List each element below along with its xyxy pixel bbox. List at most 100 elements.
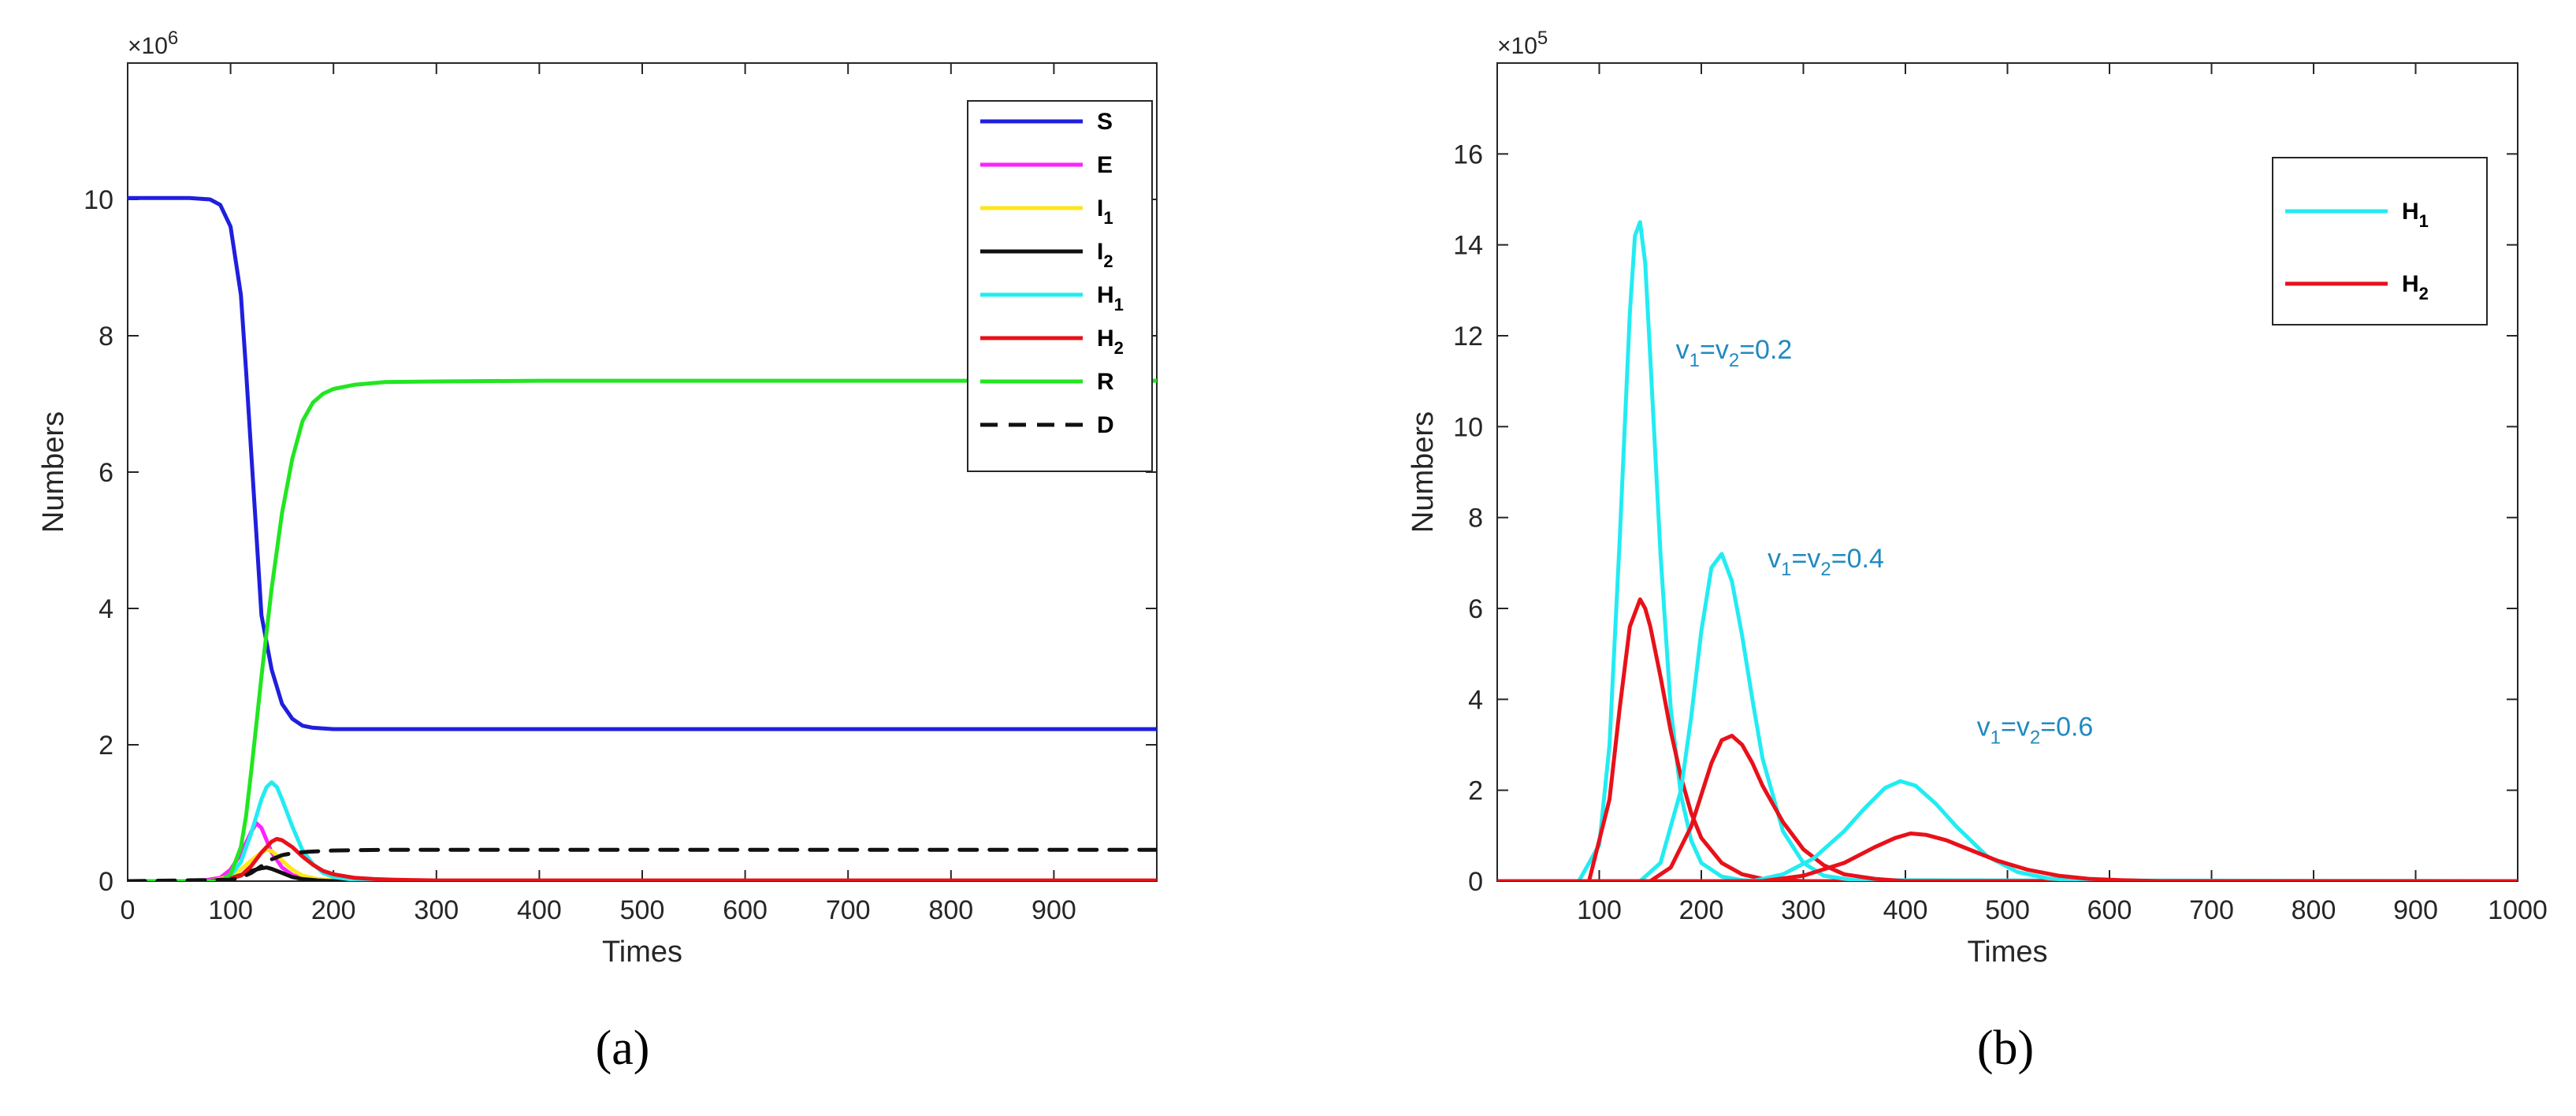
annotation-v2: =v (1792, 544, 1821, 574)
series-line-h1 (128, 780, 1157, 881)
series-line-h1-v1-v2-0-4 (1497, 552, 2518, 881)
annotation-label: v1=v2=0.6 (1977, 712, 2094, 748)
x-tick-label: 700 (826, 895, 871, 925)
y-tick-label: 6 (1468, 594, 1483, 624)
legend-label-h2: H2 (2402, 271, 2429, 303)
panel-label: (a) (596, 1021, 650, 1075)
x-tick-label: 700 (2189, 895, 2234, 925)
annotation-sub2: 2 (2030, 727, 2040, 748)
y-tick-label: 2 (99, 731, 113, 761)
annotation-value: =0.4 (1831, 544, 1884, 574)
legend-label-base: I (1097, 195, 1103, 221)
y-multiplier-exp: 5 (1537, 28, 1548, 49)
annotation-v2: =v (1700, 335, 1729, 365)
legend-label-sub: 1 (1103, 208, 1113, 228)
annotation-sub1: 1 (1991, 727, 2001, 748)
y-multiplier-base: ×10 (1497, 33, 1537, 59)
x-tick-label: 800 (2292, 895, 2336, 925)
series-line-h1-v1-v2-0-6 (1497, 779, 2518, 881)
legend-label-r: R (1097, 369, 1114, 395)
legend-label-sub: 1 (2419, 211, 2429, 231)
x-tick-label: 300 (414, 895, 459, 925)
y-tick-label: 0 (99, 867, 113, 897)
annotation-v2: =v (2001, 712, 2030, 742)
y-tick-label: 14 (1453, 231, 1483, 261)
y-axis-label: Numbers (1407, 411, 1440, 533)
panel-b: 100 200 300 400 500 600 700 800 900 1000024681012… (1407, 28, 2548, 1075)
legend-label-base: H (1097, 326, 1114, 352)
series-line-h2 (128, 836, 1157, 881)
legend-label-e: E (1097, 152, 1113, 178)
legend-label-base: R (1097, 369, 1114, 395)
x-tick-label: 500 (1985, 895, 2030, 925)
x-tick-label: 900 (1032, 895, 1076, 925)
legend-label-base: H (1097, 282, 1114, 308)
annotation-label: v1=v2=0.2 (1676, 335, 1793, 371)
annotation-v1: v (1768, 544, 1781, 574)
x-tick-label: 800 (928, 895, 973, 925)
legend-box (967, 100, 1153, 472)
annotation-sub2: 2 (1820, 559, 1831, 580)
y-multiplier-base: ×10 (128, 33, 168, 59)
y-tick-label: 16 (1453, 140, 1483, 169)
annotation-sub2: 2 (1729, 350, 1739, 371)
annotation-value: =0.6 (2040, 712, 2093, 742)
y-tick-label: 6 (99, 458, 113, 488)
legend-box (2272, 157, 2488, 326)
x-tick-label: 400 (1883, 895, 1928, 925)
x-tick-label: 500 (620, 895, 665, 925)
annotation-sub1: 1 (1781, 559, 1791, 580)
y-tick-label: 2 (1468, 776, 1483, 806)
series-line-r (128, 378, 1157, 881)
x-tick-label: 1000 (2488, 895, 2548, 925)
series-line-h2-v1-v2-0-4 (1497, 734, 2518, 881)
legend-label-base: E (1097, 152, 1113, 178)
legend-label-base: H (2402, 271, 2419, 297)
legend-label-h1: H1 (1097, 282, 1124, 314)
y-tick-label: 10 (1453, 412, 1483, 442)
legend-label-i2: I2 (1097, 239, 1113, 271)
y-multiplier: ×105 (1497, 28, 1548, 59)
x-axis-label: Times (1967, 936, 2047, 969)
annotation-v1: v (1676, 335, 1689, 365)
series-group (1497, 220, 2518, 881)
x-tick-label: 300 (1781, 895, 1826, 925)
x-tick-label: 100 (208, 895, 253, 925)
y-tick-label: 4 (99, 594, 113, 624)
legend-label-sub: 2 (1114, 338, 1124, 358)
y-tick-label: 12 (1453, 322, 1483, 352)
annotation-value: =0.2 (1739, 335, 1792, 365)
panel-a: 0 100 200 300 400 500 600 700 800 9000246810×106T… (37, 28, 1158, 1075)
y-axis-label: Numbers (37, 411, 70, 533)
x-tick-label: 200 (311, 895, 356, 925)
x-tick-label: 900 (2393, 895, 2438, 925)
x-tick-label: 200 (1679, 895, 1724, 925)
x-axis-label: Times (602, 936, 682, 969)
x-tick-label: 100 (1577, 895, 1622, 925)
legend-label-base: I (1097, 239, 1103, 265)
x-tick-label: 0 (121, 895, 136, 925)
series-line-s (128, 195, 1157, 731)
annotation-v1: v (1977, 712, 1991, 742)
x-tick-label: 600 (2087, 895, 2132, 925)
legend-label-i1: I1 (1097, 195, 1113, 228)
panel-label: (b) (1977, 1021, 2034, 1075)
annotation-label: v1=v2=0.4 (1768, 544, 1884, 580)
y-tick-label: 0 (1468, 867, 1483, 897)
legend-label-base: H (2402, 199, 2419, 225)
x-tick-label: 400 (517, 895, 562, 925)
y-multiplier: ×106 (128, 28, 178, 59)
series-line-h2-v1-v2-0-6 (1497, 831, 2518, 881)
y-tick-label: 8 (99, 322, 113, 352)
legend-label-h1: H1 (2402, 199, 2429, 231)
legend-label-h2: H2 (1097, 326, 1124, 358)
y-multiplier-exp: 6 (168, 28, 178, 49)
legend-label-sub: 2 (2419, 284, 2429, 303)
y-tick-label: 4 (1468, 685, 1483, 715)
y-tick-label: 8 (1468, 504, 1483, 534)
legend-label-sub: 2 (1103, 251, 1113, 271)
legend-label-s: S (1097, 109, 1113, 135)
series-group (128, 195, 1157, 881)
legend-label-base: D (1097, 412, 1114, 438)
